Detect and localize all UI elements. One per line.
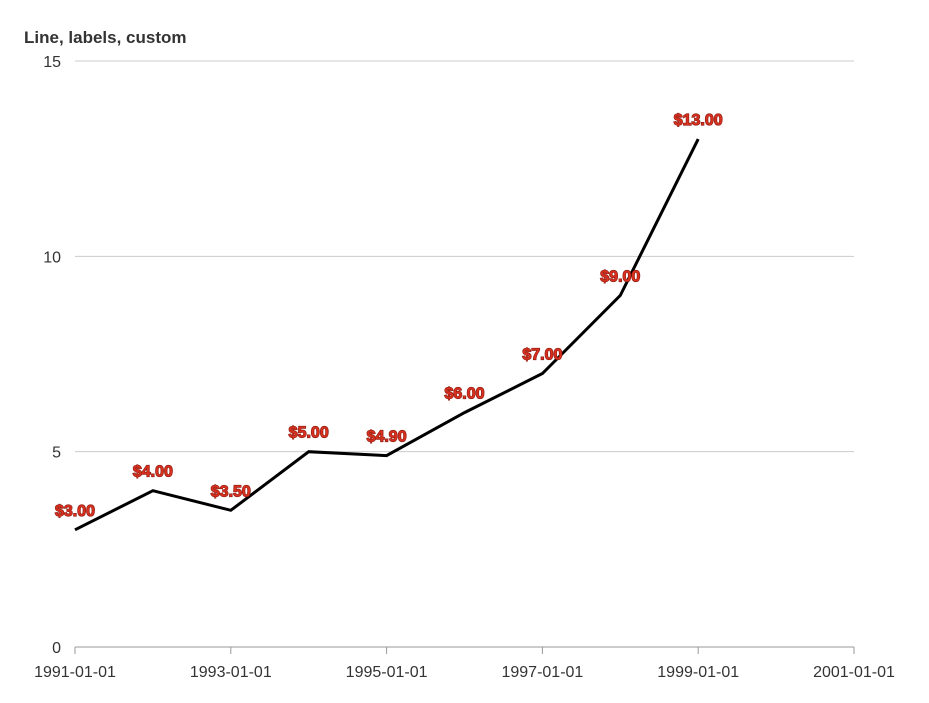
x-tick-label: 1991-01-01 bbox=[34, 664, 116, 681]
data-label: $7.00 bbox=[522, 347, 562, 364]
data-label: $4.90 bbox=[367, 429, 407, 446]
y-tick-label: 15 bbox=[43, 54, 61, 71]
y-tick-label: 0 bbox=[52, 640, 61, 657]
data-label: $4.00 bbox=[133, 464, 173, 481]
data-label: $3.00 bbox=[55, 503, 95, 520]
x-tick-label: 2001-01-01 bbox=[813, 664, 895, 681]
x-tick-label: 1997-01-01 bbox=[501, 664, 583, 681]
x-tick-label: 1993-01-01 bbox=[190, 664, 272, 681]
y-tick-label: 5 bbox=[52, 445, 61, 462]
data-label: $9.00 bbox=[600, 268, 640, 285]
x-tick-label: 1999-01-01 bbox=[657, 664, 739, 681]
series-line bbox=[74, 138, 700, 532]
chart-title: Line, labels, custom bbox=[24, 28, 187, 47]
x-tick-label: 1995-01-01 bbox=[346, 664, 428, 681]
data-label: $6.00 bbox=[444, 386, 484, 403]
data-label: $3.50 bbox=[211, 483, 251, 500]
data-label: $13.00 bbox=[674, 112, 723, 129]
y-tick-label: 10 bbox=[43, 249, 61, 266]
data-label: $5.00 bbox=[289, 425, 329, 442]
